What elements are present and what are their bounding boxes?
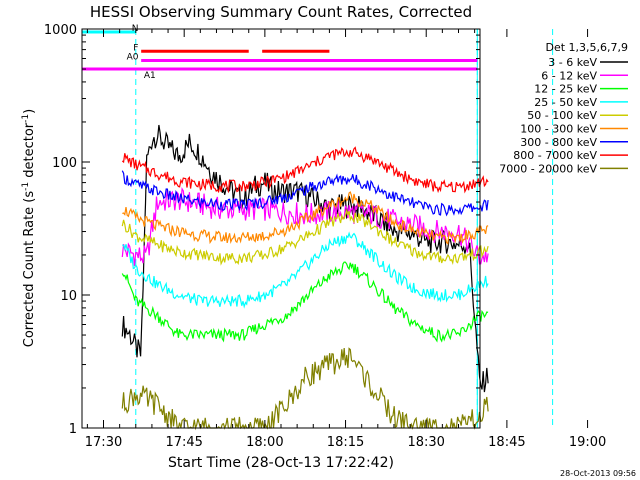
y-axis-label-mid: detector bbox=[22, 122, 37, 182]
series-line bbox=[121, 186, 489, 266]
legend-label: 50 - 100 keV bbox=[527, 109, 597, 122]
flag-label: F bbox=[133, 43, 138, 53]
series-line bbox=[121, 261, 489, 343]
y-tick-label: 1000 bbox=[44, 23, 77, 38]
y-tick-label: 100 bbox=[52, 156, 77, 171]
y-tick-label: 10 bbox=[60, 289, 77, 304]
series-line bbox=[121, 170, 489, 217]
y-axis-label-end: ) bbox=[22, 109, 37, 114]
x-axis-label: Start Time (28-Oct-13 17:22:42) bbox=[168, 455, 394, 471]
legend-label: 12 - 25 keV bbox=[534, 83, 597, 96]
legend-label: 3 - 6 keV bbox=[548, 56, 597, 69]
x-tick-label: 17:45 bbox=[165, 435, 202, 450]
x-tick-label: 18:15 bbox=[327, 435, 364, 450]
y-axis-label-sup2: -1 bbox=[21, 114, 31, 123]
series-line bbox=[121, 146, 489, 194]
x-axis-ticks: 17:30 17:45 18:00 18:15 18:30 18:45 19:00 bbox=[85, 29, 606, 450]
flag-label: A1 bbox=[144, 71, 156, 81]
series-line bbox=[121, 208, 489, 266]
legend-label: 7000 - 20000 keV bbox=[499, 162, 597, 175]
x-tick-label: 18:00 bbox=[246, 435, 283, 450]
plot-area bbox=[121, 29, 554, 431]
series-line bbox=[121, 347, 489, 431]
legend-label: 6 - 12 keV bbox=[541, 69, 597, 82]
y-axis-ticks: 1 10 100 1000 bbox=[44, 23, 480, 437]
x-tick-label: 18:45 bbox=[488, 435, 525, 450]
legend-label: 100 - 300 keV bbox=[520, 123, 597, 136]
series-line bbox=[122, 191, 489, 245]
y-axis-label: Corrected Count Rate (s-1 detector-1) bbox=[21, 109, 37, 347]
series-line bbox=[122, 231, 489, 309]
legend-title: Det 1,3,5,6,7,9 bbox=[545, 41, 628, 54]
legend-label: 800 - 7000 keV bbox=[513, 149, 597, 162]
x-tick-label: 18:30 bbox=[407, 435, 444, 450]
y-axis-label-sup1: -1 bbox=[21, 182, 31, 191]
legend-label: 300 - 800 keV bbox=[520, 136, 597, 149]
x-tick-label: 17:30 bbox=[85, 435, 122, 450]
flag-label: A0 bbox=[127, 52, 139, 62]
plot-frame bbox=[81, 28, 481, 429]
x-tick-label: 19:00 bbox=[569, 435, 606, 450]
legend-label: 25 - 50 keV bbox=[534, 96, 597, 109]
chart-title: HESSI Observing Summary Count Rates, Cor… bbox=[90, 3, 472, 21]
y-tick-label: 1 bbox=[69, 422, 77, 437]
y-axis-label-main: Corrected Count Rate (s bbox=[22, 191, 37, 348]
timestamp: 28-Oct-2013 09:56 bbox=[560, 469, 636, 478]
